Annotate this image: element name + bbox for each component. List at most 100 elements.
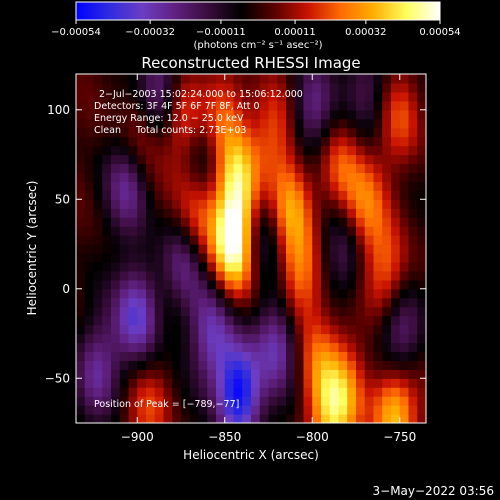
heatmap-cell: [303, 360, 313, 370]
heatmap-cell: [364, 351, 375, 361]
heatmap-cell: [312, 315, 322, 326]
heatmap-cell: [294, 270, 305, 281]
heatmap-cell: [294, 244, 305, 254]
heatmap-cell: [172, 91, 182, 102]
heatmap-cell: [128, 199, 138, 209]
heatmap-cell: [382, 360, 392, 370]
heatmap-cell: [312, 306, 322, 317]
heatmap-cell: [417, 378, 426, 388]
heatmap-cell: [391, 82, 401, 93]
heatmap-cell: [137, 127, 147, 138]
heatmap-cell: [102, 270, 112, 281]
heatmap-cell: [251, 333, 261, 344]
heatmap-cell: [76, 288, 86, 299]
heatmap-cell: [268, 244, 278, 254]
heatmap-cell: [391, 190, 401, 200]
heatmap-cell: [137, 270, 147, 281]
heatmap-cell: [364, 360, 375, 370]
heatmap-cell: [382, 333, 392, 344]
heatmap-cell: [76, 190, 86, 200]
heatmap-cell: [111, 288, 121, 299]
heatmap-cell: [207, 324, 217, 335]
heatmap-cell: [172, 324, 182, 335]
heatmap-cell: [417, 109, 426, 120]
heatmap-cell: [277, 261, 287, 272]
heatmap-cell: [382, 118, 392, 129]
heatmap-cell: [251, 136, 261, 147]
heatmap-cell: [76, 127, 86, 138]
heatmap-cell: [382, 387, 392, 397]
heatmap-cell: [321, 217, 331, 227]
heatmap-cell: [364, 378, 375, 388]
heatmap-cell: [216, 306, 226, 317]
heatmap-cell: [312, 297, 322, 308]
heatmap-cell: [417, 396, 426, 406]
heatmap-cell: [373, 100, 383, 111]
heatmap-cell: [347, 261, 357, 272]
heatmap-cell: [198, 378, 208, 388]
heatmap-cell: [181, 154, 191, 165]
heatmap-cell: [356, 396, 366, 406]
heatmap-cell: [189, 217, 200, 227]
heatmap-cell: [364, 279, 375, 290]
heatmap-cell: [391, 405, 401, 415]
heatmap-cell: [76, 235, 86, 245]
heatmap-cell: [391, 378, 401, 388]
heatmap-cell: [286, 82, 296, 93]
heatmap-cell: [189, 181, 200, 191]
heatmap-cell: [347, 199, 357, 209]
heatmap-cell: [207, 208, 217, 218]
heatmap-cell: [382, 100, 392, 111]
heatmap-cell: [93, 109, 103, 120]
heatmap-cell: [181, 261, 191, 272]
heatmap-cell: [181, 118, 191, 129]
heatmap-cell: [399, 181, 410, 191]
heatmap-cell: [189, 405, 200, 415]
heatmap-cell: [154, 387, 165, 397]
heatmap-cell: [163, 252, 173, 263]
heatmap-cell: [189, 145, 200, 156]
heatmap-cell: [216, 100, 226, 111]
annotation-energy-range: Energy Range: 12.0 − 25.0 keV: [94, 113, 244, 124]
heatmap-cell: [382, 261, 392, 272]
heatmap-cell: [76, 342, 86, 353]
heatmap-cell: [356, 199, 366, 209]
heatmap-cell: [251, 414, 261, 423]
heatmap-cell: [181, 297, 191, 308]
heatmap-cell: [347, 342, 357, 353]
heatmap-cell: [93, 181, 103, 191]
heatmap-cell: [163, 172, 173, 182]
heatmap-cell: [102, 378, 112, 388]
heatmap-cell: [286, 342, 296, 353]
heatmap-cell: [189, 342, 200, 353]
heatmap-cell: [233, 324, 243, 335]
heatmap-cell: [251, 324, 261, 335]
heatmap-cell: [382, 244, 392, 254]
heatmap-cell: [198, 405, 208, 415]
heatmap-cell: [303, 199, 313, 209]
heatmap-cell: [189, 208, 200, 218]
heatmap-cell: [163, 145, 173, 156]
heatmap-cell: [172, 100, 182, 111]
heatmap-cell: [93, 190, 103, 200]
heatmap-cell: [391, 306, 401, 317]
heatmap-cell: [294, 378, 305, 388]
heatmap-cell: [146, 261, 156, 272]
heatmap-cell: [329, 351, 340, 361]
heatmap-cell: [128, 261, 138, 272]
heatmap-cell: [76, 172, 86, 182]
heatmap-cell: [242, 208, 252, 218]
heatmap-cell: [356, 369, 366, 379]
heatmap-cell: [356, 342, 366, 353]
heatmap-cell: [163, 190, 173, 200]
heatmap-cell: [84, 109, 95, 120]
heatmap-cell: [128, 351, 138, 361]
heatmap-cell: [233, 235, 243, 245]
heatmap-cell: [417, 74, 426, 84]
heatmap-cell: [119, 342, 130, 353]
heatmap-cell: [102, 154, 112, 165]
heatmap-cell: [259, 288, 270, 299]
heatmap-cell: [356, 226, 366, 236]
heatmap-cell: [268, 360, 278, 370]
heatmap-cell: [84, 360, 95, 370]
